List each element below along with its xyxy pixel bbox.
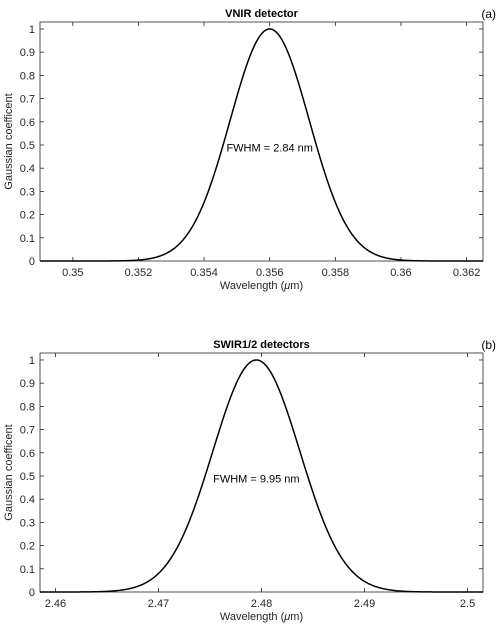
y-tick-label: 0.8 bbox=[20, 70, 35, 82]
y-axis-label: Gaussian coefficent bbox=[3, 424, 15, 520]
y-tick-label: 0.1 bbox=[20, 564, 35, 576]
y-tick-label: 0.4 bbox=[20, 163, 35, 175]
x-axis-label: Wavelength (μm) bbox=[220, 611, 303, 623]
plot-area bbox=[39, 21, 484, 262]
y-tick-label: 0.4 bbox=[20, 494, 35, 506]
x-axis-label: Wavelength (μm) bbox=[220, 280, 303, 292]
x-tick-label: 2.47 bbox=[148, 598, 169, 610]
y-tick-label: 0.6 bbox=[20, 117, 35, 129]
y-tick-label: 0.9 bbox=[20, 47, 35, 59]
chart-title: SWIR1/2 detectors bbox=[213, 339, 310, 351]
y-tick-label: 0.7 bbox=[20, 425, 35, 437]
y-tick-label: 0.2 bbox=[20, 541, 35, 553]
y-tick-label: 0.1 bbox=[20, 233, 35, 245]
x-tick-label: 0.352 bbox=[125, 267, 153, 279]
fwhm-annotation: FWHM = 2.84 nm bbox=[226, 142, 313, 154]
panel-label: (b) bbox=[481, 338, 496, 352]
series-line-gaussian bbox=[40, 28, 483, 262]
y-tick-label: 1 bbox=[29, 24, 35, 36]
y-tick-label: 0.5 bbox=[20, 471, 35, 483]
y-tick-label: 0.9 bbox=[20, 378, 35, 390]
y-tick-label: 1 bbox=[29, 355, 35, 367]
y-tick-label: 0.2 bbox=[20, 210, 35, 222]
y-tick-label: 0.3 bbox=[20, 186, 35, 198]
y-tick-label: 0.7 bbox=[20, 94, 35, 106]
y-tick-label: 0.3 bbox=[20, 517, 35, 529]
x-tick-label: 0.356 bbox=[256, 267, 284, 279]
x-tick-label: 0.36 bbox=[390, 267, 411, 279]
y-tick-label: 0.8 bbox=[20, 401, 35, 413]
x-tick-label: 0.358 bbox=[322, 267, 350, 279]
chart-panel-1: 0.35 0.352 0.354 0.356 0.358 0.36 0.362 0 0.1 0.2… bbox=[3, 7, 496, 292]
x-tick-label: 2.49 bbox=[354, 598, 375, 610]
x-tick-label: 0.362 bbox=[453, 267, 481, 279]
y-tick-label: 0 bbox=[29, 256, 35, 268]
x-tick-label: 2.48 bbox=[251, 598, 272, 610]
x-tick-label: 2.46 bbox=[45, 598, 66, 610]
y-tick-label: 0 bbox=[29, 587, 35, 599]
x-tick-label: 0.354 bbox=[190, 267, 218, 279]
chart-panel-2: 2.46 2.47 2.48 2.49 2.5 0 0.1 0.2 0.3 0.4 0.5 0.6 0.… bbox=[3, 338, 496, 623]
x-tick-label: 2.5 bbox=[460, 598, 475, 610]
x-tick-label: 0.35 bbox=[62, 267, 83, 279]
y-tick-label: 0.6 bbox=[20, 448, 35, 460]
panel-label: (a) bbox=[481, 7, 496, 21]
y-axis-label: Gaussian coefficent bbox=[3, 93, 15, 189]
chart-title: VNIR detector bbox=[225, 8, 298, 20]
plot-area bbox=[39, 352, 484, 593]
fwhm-annotation: FWHM = 9.95 nm bbox=[213, 473, 300, 485]
y-tick-label: 0.5 bbox=[20, 140, 35, 152]
series-line-gaussian bbox=[40, 359, 483, 593]
